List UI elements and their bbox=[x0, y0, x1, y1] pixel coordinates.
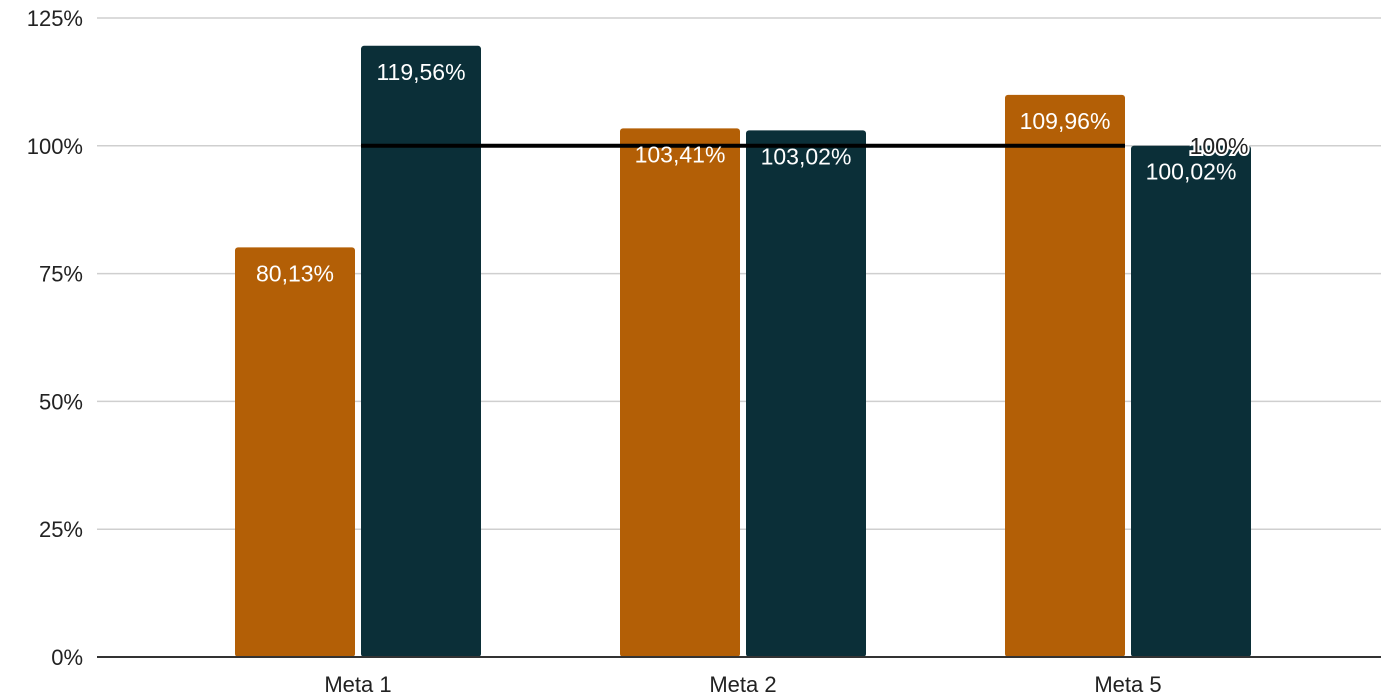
y-tick-label: 25% bbox=[39, 517, 83, 542]
x-category-label: Meta 5 bbox=[1094, 672, 1161, 697]
reference-line-label: 100% bbox=[1190, 133, 1249, 159]
bars bbox=[235, 45, 1251, 658]
data-label: 109,96% bbox=[1020, 108, 1111, 134]
x-axis-categories: Meta 1 Meta 2 Meta 5 bbox=[324, 672, 1161, 697]
x-category-label: Meta 1 bbox=[324, 672, 391, 697]
y-tick-label: 100% bbox=[27, 134, 83, 159]
bar-series-2 bbox=[746, 130, 866, 657]
bar-series-1 bbox=[1005, 94, 1125, 658]
y-tick-label: 50% bbox=[39, 389, 83, 414]
bar-series-1 bbox=[235, 247, 355, 658]
data-label: 100,02% bbox=[1146, 159, 1237, 185]
y-tick-label: 125% bbox=[27, 6, 83, 31]
bar-series-2 bbox=[361, 45, 481, 658]
data-label: 80,13% bbox=[256, 260, 334, 286]
y-axis-ticks: 0% 25% 50% 75% 100% 125% bbox=[27, 6, 83, 670]
bar-series-1 bbox=[620, 128, 740, 658]
data-label: 103,41% bbox=[635, 141, 726, 167]
y-tick-label: 0% bbox=[51, 645, 83, 670]
data-label: 103,02% bbox=[761, 143, 852, 169]
data-label: 119,56% bbox=[376, 59, 465, 85]
data-labels: 80,13% 119,56% 103,41% 103,02% 109,96% 100,02… bbox=[256, 59, 1250, 287]
x-category-label: Meta 2 bbox=[709, 672, 776, 697]
y-tick-label: 75% bbox=[39, 262, 83, 287]
bar-series-2 bbox=[1131, 145, 1251, 657]
